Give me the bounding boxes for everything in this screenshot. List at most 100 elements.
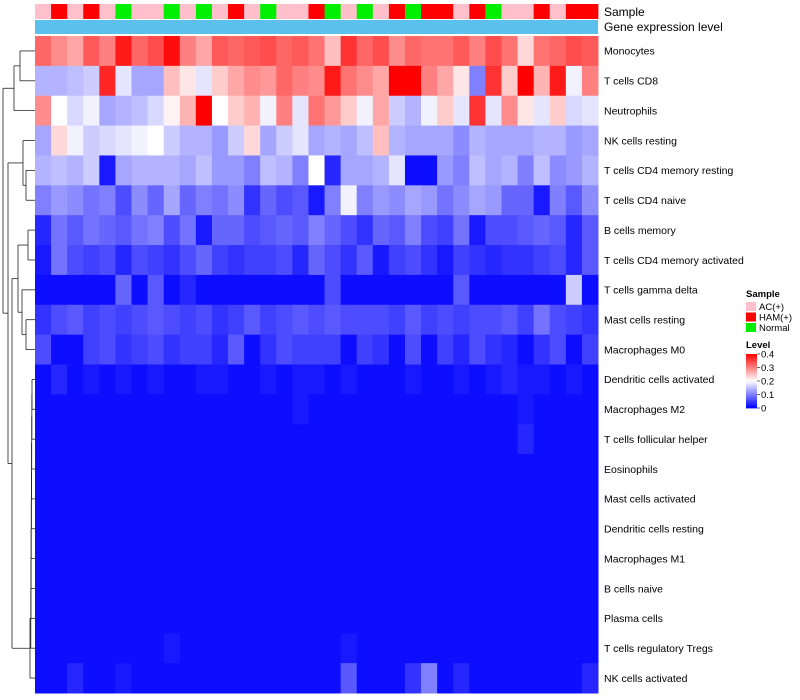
heatmap-cell: [67, 483, 84, 515]
heatmap-cell: [35, 513, 52, 545]
heatmap-cell: [517, 454, 535, 485]
heatmap-cell: [276, 304, 293, 336]
heatmap-cell: [260, 513, 277, 545]
colorbar-segment: [746, 385, 757, 387]
heatmap-cell: [260, 36, 277, 67]
heatmap-cell: [469, 663, 486, 694]
heatmap-cell: [276, 424, 293, 455]
heatmap-cell: [324, 36, 342, 67]
heatmap-cell: [51, 454, 68, 485]
heatmap-cell: [163, 245, 181, 276]
heatmap-cell: [99, 334, 116, 365]
heatmap-cell: [340, 185, 358, 216]
heatmap-cell: [115, 663, 133, 694]
heatmap-cell: [83, 215, 100, 246]
heatmap-cell: [324, 543, 342, 575]
sample-annotation-cell: [421, 4, 438, 19]
heatmap-cell: [485, 394, 502, 425]
heatmap-cell: [228, 513, 245, 545]
heatmap-cell: [51, 483, 68, 515]
colorbar-segment: [746, 398, 757, 401]
heatmap-cell: [276, 633, 293, 664]
heatmap-cell: [228, 394, 245, 425]
heatmap-cell: [437, 364, 454, 395]
heatmap-cell: [195, 483, 213, 515]
sample-annotation-cell: [276, 4, 293, 19]
heatmap-cell: [549, 304, 567, 336]
heatmap-cell: [517, 245, 535, 276]
heatmap-cell: [179, 364, 197, 395]
heatmap-cell: [356, 424, 374, 455]
heatmap-cell: [437, 155, 454, 186]
heatmap-cell: [388, 663, 406, 694]
heatmap-cell: [51, 334, 68, 365]
heatmap-cell: [99, 274, 116, 306]
heatmap-cell: [404, 543, 422, 575]
heatmap-cell: [356, 513, 374, 545]
heatmap-cell: [533, 274, 551, 306]
heatmap-cell: [179, 304, 197, 336]
heatmap-cell: [292, 543, 309, 575]
colorbar-segment: [746, 390, 757, 393]
heatmap-cell: [388, 65, 406, 97]
legend-sample-items: AC(+)HAM(+)Normal: [746, 302, 792, 334]
colorbar-segment: [746, 376, 757, 379]
heatmap-cell: [147, 513, 165, 545]
heatmap-cell: [131, 185, 149, 216]
heatmap-cell: [179, 394, 197, 425]
heatmap-cell: [324, 245, 342, 276]
heatmap-cell: [388, 603, 406, 634]
heatmap-cell: [51, 304, 68, 336]
heatmap-cell: [469, 513, 486, 545]
heatmap-cell: [308, 95, 326, 127]
heatmap-cell: [115, 603, 133, 634]
colorbar-tick-label: 0.2: [761, 377, 774, 388]
heatmap-cell: [67, 603, 84, 634]
heatmap-cell: [83, 394, 100, 425]
heatmap-cell: [260, 274, 277, 306]
row-label: Neutrophils: [604, 106, 657, 118]
row-dendrogram: [2, 50, 35, 679]
heatmap-cell: [324, 424, 342, 455]
sample-annotation-cell: [195, 4, 213, 19]
heatmap-cell: [421, 36, 438, 67]
heatmap-cell: [99, 483, 116, 515]
heatmap-cell: [469, 334, 486, 365]
heatmap-cell: [565, 125, 583, 156]
heatmap-cell: [163, 394, 181, 425]
heatmap-cell: [228, 454, 245, 485]
heatmap-cell: [469, 424, 486, 455]
heatmap-cell: [211, 394, 229, 425]
heatmap-cell: [51, 274, 68, 306]
heatmap-cell: [340, 394, 358, 425]
heatmap-cell: [51, 663, 68, 694]
heatmap-cell: [549, 663, 567, 694]
heatmap-cell: [179, 65, 197, 97]
heatmap-cell: [276, 394, 293, 425]
colorbar-segment: [746, 386, 757, 389]
heatmap-cell: [372, 513, 390, 545]
heatmap-cell: [340, 36, 358, 67]
heatmap-cell: [99, 394, 116, 425]
heatmap-cell: [51, 185, 68, 216]
heatmap-cell: [421, 633, 438, 664]
heatmap-cell: [308, 125, 326, 156]
heatmap-cell: [565, 543, 583, 575]
heatmap-cell: [501, 513, 519, 545]
sample-annotation-cell: [115, 4, 132, 19]
heatmap-cell: [99, 304, 116, 336]
heatmap-cell: [179, 185, 197, 216]
heatmap-cell: [276, 603, 293, 634]
heatmap-cell: [501, 155, 519, 186]
heatmap-cell: [356, 125, 374, 156]
heatmap-cell: [517, 424, 535, 455]
row-label: B cells naive: [604, 583, 663, 595]
colorbar-tick-label: 0.3: [761, 363, 774, 374]
heatmap-cell: [211, 633, 229, 664]
colorbar-segment: [746, 367, 757, 370]
heatmap-cell: [179, 125, 197, 156]
heatmap-cell: [388, 36, 406, 67]
heatmap-cell: [356, 603, 374, 634]
heatmap-cell: [388, 185, 406, 216]
colorbar-segment: [746, 405, 757, 408]
